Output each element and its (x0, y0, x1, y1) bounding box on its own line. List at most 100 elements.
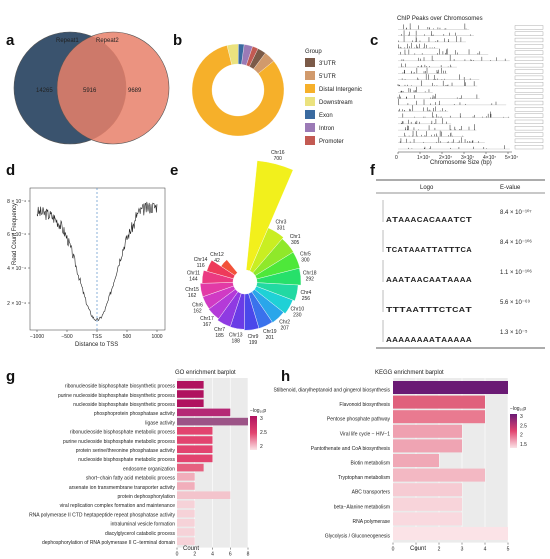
motif-letter: T (443, 247, 449, 254)
motif-letter: A (460, 277, 466, 284)
donut-slice (246, 46, 259, 67)
kegg-term-label: Stilbenoid, diarylheptanoid and gingerol… (274, 388, 391, 394)
motif-letter: A (392, 337, 398, 344)
panel-label-e: e (170, 162, 178, 179)
kegg-legend-tick: 1.5 (520, 442, 527, 448)
tss-frame (29, 187, 166, 331)
motif-letter: C (392, 247, 397, 254)
kegg-term-label: beta−Alanine metabolism (334, 504, 390, 510)
rose-chr-label: Chr2 (279, 319, 290, 325)
donut-legend-label: Exon (319, 113, 333, 119)
kegg-term-label: Pantothenate and CoA biosynthesis (311, 446, 391, 452)
rose-chr-label: Chr17 (200, 316, 214, 322)
chip-x-tick-label: 4×10⁷ (483, 155, 496, 161)
kegg-bar (393, 512, 462, 526)
motif-letter: A (417, 277, 423, 284)
tss-xlabel: Distance to TSS (75, 342, 118, 348)
rose-wedge (254, 251, 301, 280)
go-term-label: short−chain fatty acid metabolic process (86, 476, 176, 482)
rose-value-label: 116 (197, 263, 205, 269)
motif-letter: A (454, 277, 460, 284)
donut-legend-swatch (305, 97, 315, 106)
chip-track-label-box (514, 119, 544, 124)
motif-letter: A (466, 277, 472, 284)
tss-ylabel: Read Count Frequency (12, 203, 18, 265)
rose-wedge (256, 267, 302, 286)
motif-letter: A (411, 217, 417, 224)
kegg-term-label: Tryptophan metabolism (338, 475, 390, 481)
tss-y-tick-label: 2 × 10⁻⁴ (7, 301, 26, 307)
motif-letter: A (435, 217, 441, 224)
go-term-label: purine nucleoside bisphosphate metabolic… (63, 439, 176, 445)
rose-chr-label: Chr18 (303, 271, 317, 277)
motif-letter: T (426, 307, 433, 314)
kegg-term-label: ABC transporters (352, 490, 391, 496)
motif-letter: T (446, 307, 453, 314)
tss-x-tick-label: −500 (61, 334, 72, 340)
motif-letter: A (398, 217, 404, 224)
motif-evalue: 8.4 × 10⁻¹⁰⁷ (500, 209, 532, 216)
go-term-label: RNA polymerase II CTD heptapeptide repea… (29, 512, 175, 518)
go-bar (177, 509, 195, 518)
kegg-bar (393, 424, 462, 438)
motif-table: Logo E-value A T A A A C A C A A A T C T8.4 × 10⁻¹⁰⁷T… (376, 179, 545, 349)
panel-label-h: h (281, 368, 290, 385)
rose-value-label: 162 (188, 293, 197, 299)
motif-evalue: 1.1 × 10⁻¹⁰⁶ (500, 269, 532, 276)
go-bar (177, 381, 204, 389)
chip-track-label-box (514, 69, 544, 74)
chip-track-label-box (514, 88, 544, 93)
kegg-x-tick-label: 2 (438, 547, 441, 553)
tss-profile-line (36, 201, 158, 321)
motif-letter: A (420, 247, 425, 254)
chip-track-label-box (514, 132, 544, 137)
chip-x-tick-label: 1×10⁷ (417, 155, 430, 161)
rose-chr-label: Chr16 (271, 150, 285, 156)
rose-value-label: 700 (274, 156, 283, 162)
kegg-term-label: Glycolysis / Gluconeogenesis (325, 534, 391, 540)
rose-wedge (206, 259, 236, 279)
chip-track-label-box (514, 56, 544, 61)
rose-chr-label: Chr4 (300, 290, 311, 296)
kegg-term-label: Pentose phosphate pathway (327, 417, 391, 423)
chip-track-label-box (514, 63, 544, 68)
motif-letter: T (466, 217, 473, 224)
go-bar (177, 427, 213, 435)
motif-letter: T (441, 277, 448, 284)
go-bar (177, 390, 204, 398)
donut-legend-swatch (305, 136, 315, 145)
panel-label-a: a (6, 32, 15, 49)
donut-legend-label: Intron (319, 126, 334, 132)
chip-track-label-box (514, 144, 544, 150)
motif-letter: T (393, 307, 400, 314)
venn-label-repeat2: Repeat2 (96, 38, 119, 44)
rose-chr-label: Chr3 (276, 219, 287, 225)
motif-letter: A (438, 247, 443, 254)
rose-value-label: 256 (302, 296, 311, 302)
rose-wedge (251, 289, 284, 323)
tss-x-tick-label: 500 (123, 334, 132, 340)
tss-x-tick-label: TSS (92, 334, 102, 340)
kegg-x-tick-label: 5 (507, 547, 510, 553)
motif-letter: A (460, 337, 466, 344)
rose-wedge (217, 291, 242, 327)
motif-letter: T (419, 307, 426, 314)
go-legend-tick: 2.5 (260, 430, 267, 436)
rose-value-label: 305 (291, 240, 300, 246)
venn-count-only1: 14265 (36, 88, 53, 94)
rose-wedge (229, 293, 246, 330)
motif-letter: T (432, 247, 438, 254)
panel-label-f: f (370, 162, 376, 179)
donut-slice (191, 45, 285, 137)
kegg-bar (393, 454, 439, 467)
motif-letter: T (432, 307, 439, 314)
motif-evalue: 8.4 × 10⁻¹⁰⁶ (500, 239, 532, 246)
rose-value-label: 230 (293, 313, 302, 319)
kegg-legend-bar (510, 414, 517, 448)
chip-track-label-box (514, 113, 544, 118)
go-term-label: phosphoprotein phosphatase activity (94, 411, 176, 417)
go-legend-tick: 3 (260, 416, 263, 422)
donut-legend-swatch (305, 110, 315, 119)
go-term-label: diacylglycerol catabolic process (105, 531, 176, 537)
